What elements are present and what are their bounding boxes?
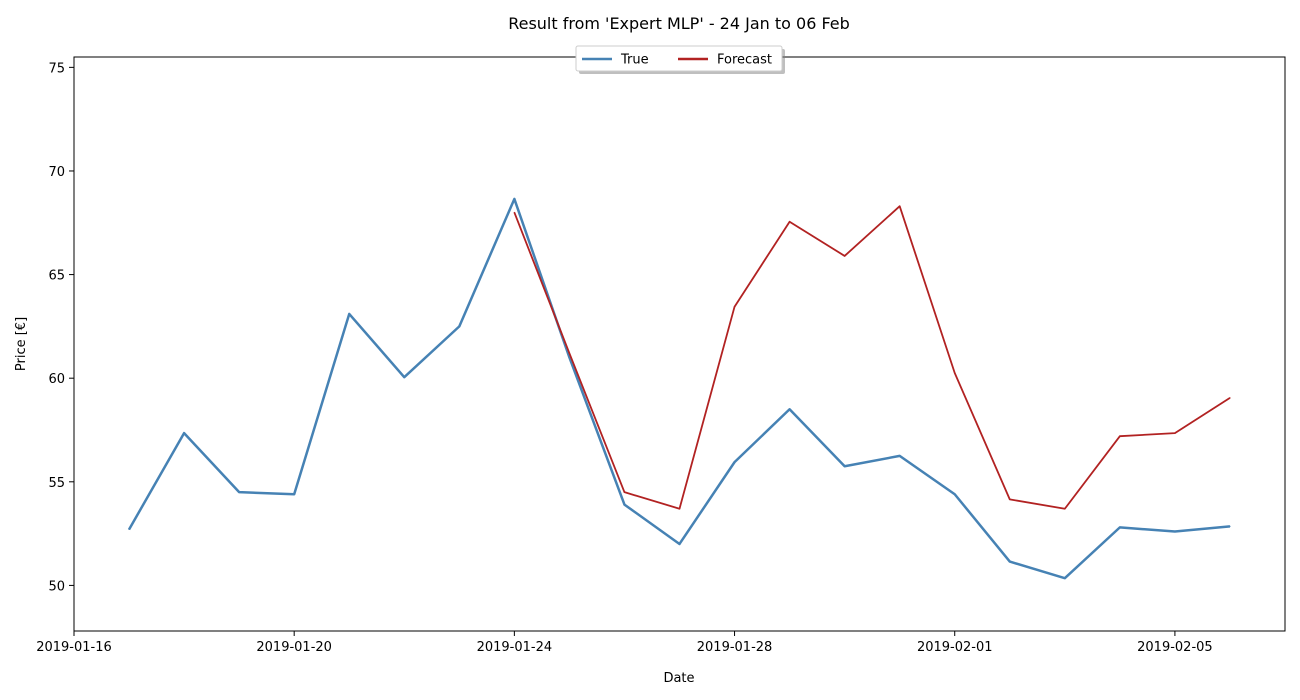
- y-tick-label: 65: [48, 269, 65, 284]
- data-point-true: [733, 461, 736, 463]
- data-point-forecast: [623, 491, 626, 493]
- data-point-true: [403, 376, 405, 378]
- x-tick-label: 2019-01-16: [36, 640, 112, 655]
- data-point-true: [568, 356, 571, 359]
- data-point-forecast: [844, 255, 846, 257]
- data-point-true: [183, 432, 185, 434]
- data-point-forecast: [678, 508, 681, 510]
- data-point-forecast: [1174, 432, 1176, 434]
- data-point-true: [1064, 577, 1066, 579]
- data-point-true: [954, 493, 956, 495]
- data-point-true: [293, 493, 295, 495]
- data-point-true: [844, 465, 846, 467]
- data-point-forecast: [733, 306, 736, 308]
- data-point-true: [623, 504, 626, 506]
- legend-items: True Forecast: [582, 53, 772, 68]
- chart-title: Result from 'Expert MLP' - 24 Jan to 06 …: [508, 14, 850, 33]
- y-tick-label: 55: [48, 476, 65, 491]
- y-tick-label: 75: [48, 61, 65, 76]
- data-point-true: [899, 455, 901, 457]
- data-point-forecast: [1064, 508, 1066, 510]
- legend-label-forecast: Forecast: [717, 53, 772, 68]
- y-axis-ticks: 50 55 60 65 70 75: [48, 61, 74, 594]
- data-point-true: [238, 491, 240, 493]
- data-point-true: [1009, 560, 1011, 563]
- x-axis-ticks: 2019-01-16 2019-01-20 2019-01-24 2019-01-28…: [36, 631, 1213, 655]
- series-line-forecast: [513, 205, 1231, 510]
- data-point-true: [513, 198, 515, 200]
- data-point-forecast: [513, 211, 515, 214]
- data-point-true: [348, 313, 350, 315]
- data-point-forecast: [1009, 498, 1011, 501]
- y-tick-label: 70: [48, 165, 65, 180]
- data-point-true: [788, 408, 791, 410]
- data-point-forecast: [568, 352, 571, 354]
- legend: True Forecast: [575, 45, 785, 74]
- x-tick-label: 2019-02-05: [1137, 640, 1213, 655]
- data-point-forecast: [899, 205, 901, 207]
- x-tick-label: 2019-01-28: [697, 640, 773, 655]
- x-axis-label: Date: [663, 671, 694, 686]
- data-point-true: [1229, 525, 1231, 527]
- data-point-true: [1174, 530, 1176, 533]
- plot-lines: [127, 197, 1231, 580]
- legend-label-true: True: [620, 53, 649, 68]
- data-point-forecast: [788, 221, 791, 223]
- y-tick-label: 50: [48, 579, 65, 594]
- x-tick-label: 2019-01-20: [256, 640, 332, 655]
- y-tick-label: 60: [48, 372, 65, 387]
- data-point-forecast: [954, 372, 956, 374]
- data-point-true: [458, 325, 460, 327]
- data-point-true: [678, 543, 681, 545]
- series-line-true: [127, 197, 1231, 580]
- data-point-true: [1119, 526, 1121, 528]
- data-point-true: [128, 528, 130, 531]
- x-tick-label: 2019-01-24: [477, 640, 553, 655]
- y-axis-label: Price [€]: [14, 317, 29, 371]
- data-point-forecast: [1119, 435, 1121, 437]
- x-tick-label: 2019-02-01: [917, 640, 993, 655]
- data-point-forecast: [1229, 397, 1231, 399]
